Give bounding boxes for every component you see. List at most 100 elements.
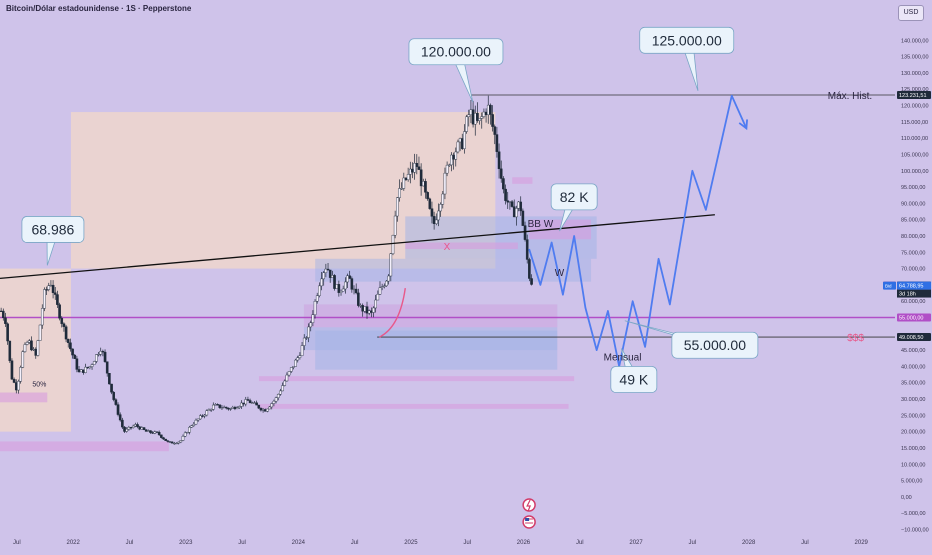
candle-body [266,408,269,412]
candle-body [242,402,245,405]
candle-body [354,288,358,294]
candle-body [283,380,287,386]
candle-body [237,406,241,408]
trendline [0,214,715,280]
candle-body [437,210,440,221]
candle-body [333,275,336,289]
candle-body [515,208,518,218]
candle-body [129,427,133,429]
candle-body [116,404,120,415]
badge-0: 123.231,51 [899,93,927,99]
candle-body [250,402,254,404]
candle-body [272,400,276,404]
candle-body [484,111,488,116]
candle-body [274,397,278,402]
candle-body [30,340,33,351]
candle-body [389,253,393,277]
candle-body [66,338,70,343]
candle-body [458,138,462,143]
candle-body [467,114,471,118]
candle-body [136,424,139,427]
candle-body [285,374,289,382]
candle-body [495,134,499,152]
candle-body [69,342,72,350]
y-tick-9: 95.000,00 [901,185,925,191]
candle-body [497,151,501,170]
candle-body [231,407,235,409]
candle-body [318,285,321,296]
candle-body [263,409,267,412]
candle-body [417,166,421,170]
zone-10 [0,392,48,403]
candle-body [320,278,323,287]
x-tick-13: 2028 [742,540,756,546]
candle-body [121,419,124,428]
candle-body [103,351,107,362]
us-flag-icon [522,515,536,529]
candle-body [530,278,533,285]
candle-body [419,169,423,187]
candle-body [406,174,410,180]
y-tick-8: 100.000,00 [901,169,929,175]
candle-body [114,399,118,405]
candle-body [339,290,343,293]
candle-body [209,409,213,411]
zone-8 [405,242,518,250]
badge-4: 55.000,00 [899,316,923,322]
candle-body [131,425,135,428]
candle-body [183,432,187,437]
candle-body [142,427,146,430]
y-tick-25: 0,00 [901,495,912,501]
label-10: 50% [32,382,46,389]
candle-body [294,359,297,367]
candle-body [222,406,226,409]
zone-11 [0,441,169,452]
candle-body [281,385,284,392]
candle-body [357,292,360,306]
candle-body [361,305,364,312]
candle-body [261,409,265,411]
zone-5 [315,330,558,370]
candle-body [138,426,141,430]
zone-9 [512,177,533,184]
candle-body [439,204,442,212]
curve-arc [379,288,406,338]
candle-body [426,192,429,200]
candle-body [326,268,330,271]
candle-body [166,440,170,442]
candle-body [60,318,64,324]
candle-body [240,402,243,407]
candle-body [101,351,105,353]
candle-body [480,116,484,119]
candle-body [0,310,3,312]
currency-button[interactable]: USD [898,5,924,21]
candle-body [365,306,369,314]
candle-body [177,441,180,444]
candle-body [393,215,397,236]
candle-body [391,235,395,254]
candle-body [296,357,300,361]
label-6: BB W [528,219,554,230]
y-tick-13: 75.000,00 [901,250,925,256]
candle-body [6,323,9,342]
y-tick-23: 10.000,00 [901,462,925,468]
candle-body [84,366,87,373]
candle-body [315,295,319,302]
candle-body [383,285,386,287]
candle-body [144,429,148,432]
candle-body [112,391,116,400]
candle-body [188,426,191,433]
candle-body [331,275,334,278]
callout-box [21,216,85,243]
candle-body [203,414,206,417]
y-tick-21: 20.000,00 [901,430,925,436]
candle-body [525,239,529,260]
badge-bg-4 [897,313,931,322]
candle-body [372,307,375,313]
candle-body [415,163,419,167]
y-tick-2: 130.000,00 [901,71,929,77]
candle-body [216,404,219,406]
candle-body [10,360,14,380]
